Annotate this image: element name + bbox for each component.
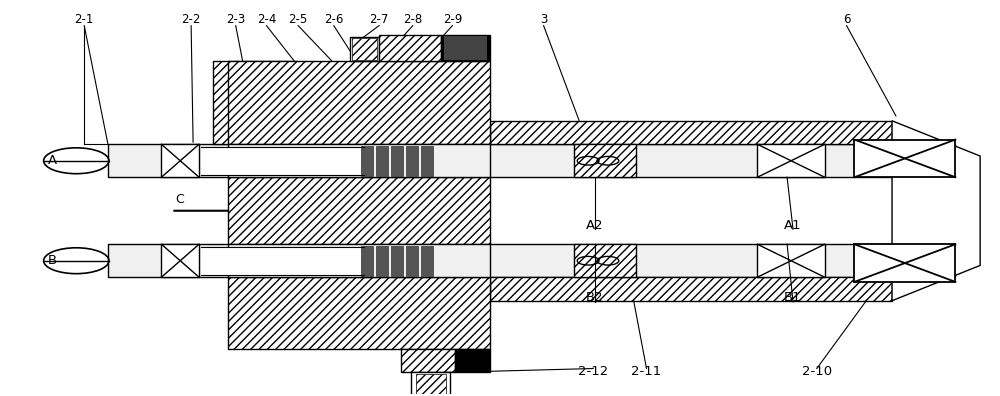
Text: 2-9: 2-9 [443,13,462,26]
Bar [411,372,450,396]
Text: A: A [48,154,57,167]
Bar [108,144,955,177]
Bar [108,244,955,277]
Text: B2: B2 [586,291,604,305]
Text: 2-7: 2-7 [370,13,389,26]
Bar [352,38,377,60]
Bar [421,146,433,176]
Bar [574,244,636,277]
Bar [490,121,892,144]
Text: B1: B1 [784,291,802,305]
Bar [406,146,418,176]
Bar [228,244,490,277]
Bar [757,244,825,277]
Text: B: B [48,254,57,267]
Bar [228,177,490,244]
Bar [441,35,490,61]
Text: 2-12: 2-12 [578,365,608,378]
Bar [228,277,490,349]
Bar [421,246,433,276]
Bar [376,246,388,276]
Text: 2-6: 2-6 [324,13,343,26]
Bar [161,244,199,277]
Bar [757,144,825,177]
Bar [201,247,364,275]
Bar [376,146,388,176]
Text: 3: 3 [540,13,547,26]
Bar [201,147,364,175]
Bar [379,35,441,61]
Text: 2-2: 2-2 [181,13,201,26]
Bar [213,61,297,144]
Bar [854,244,955,282]
Bar [406,246,418,276]
Bar [455,349,490,373]
Bar [391,146,403,176]
Bar [350,37,379,61]
Bar [854,139,955,177]
Text: 2-5: 2-5 [288,13,308,26]
Bar [161,144,199,177]
Bar [228,144,490,177]
Bar [490,277,892,301]
Polygon shape [892,121,980,301]
Text: A1: A1 [784,219,802,232]
Text: 2-10: 2-10 [802,365,832,378]
Text: 2-11: 2-11 [631,365,662,378]
Bar [361,146,373,176]
Bar [361,246,373,276]
Text: 2-1: 2-1 [75,13,94,26]
Text: 2-4: 2-4 [257,13,276,26]
Text: 2-8: 2-8 [403,13,423,26]
Bar [574,144,636,177]
Text: C: C [175,193,184,206]
Bar [401,349,455,373]
Text: 6: 6 [843,13,850,26]
Bar [228,61,490,144]
Bar [444,36,487,60]
Bar [391,246,403,276]
Text: 2-3: 2-3 [226,13,245,26]
Text: A2: A2 [586,219,604,232]
Bar [416,374,446,396]
